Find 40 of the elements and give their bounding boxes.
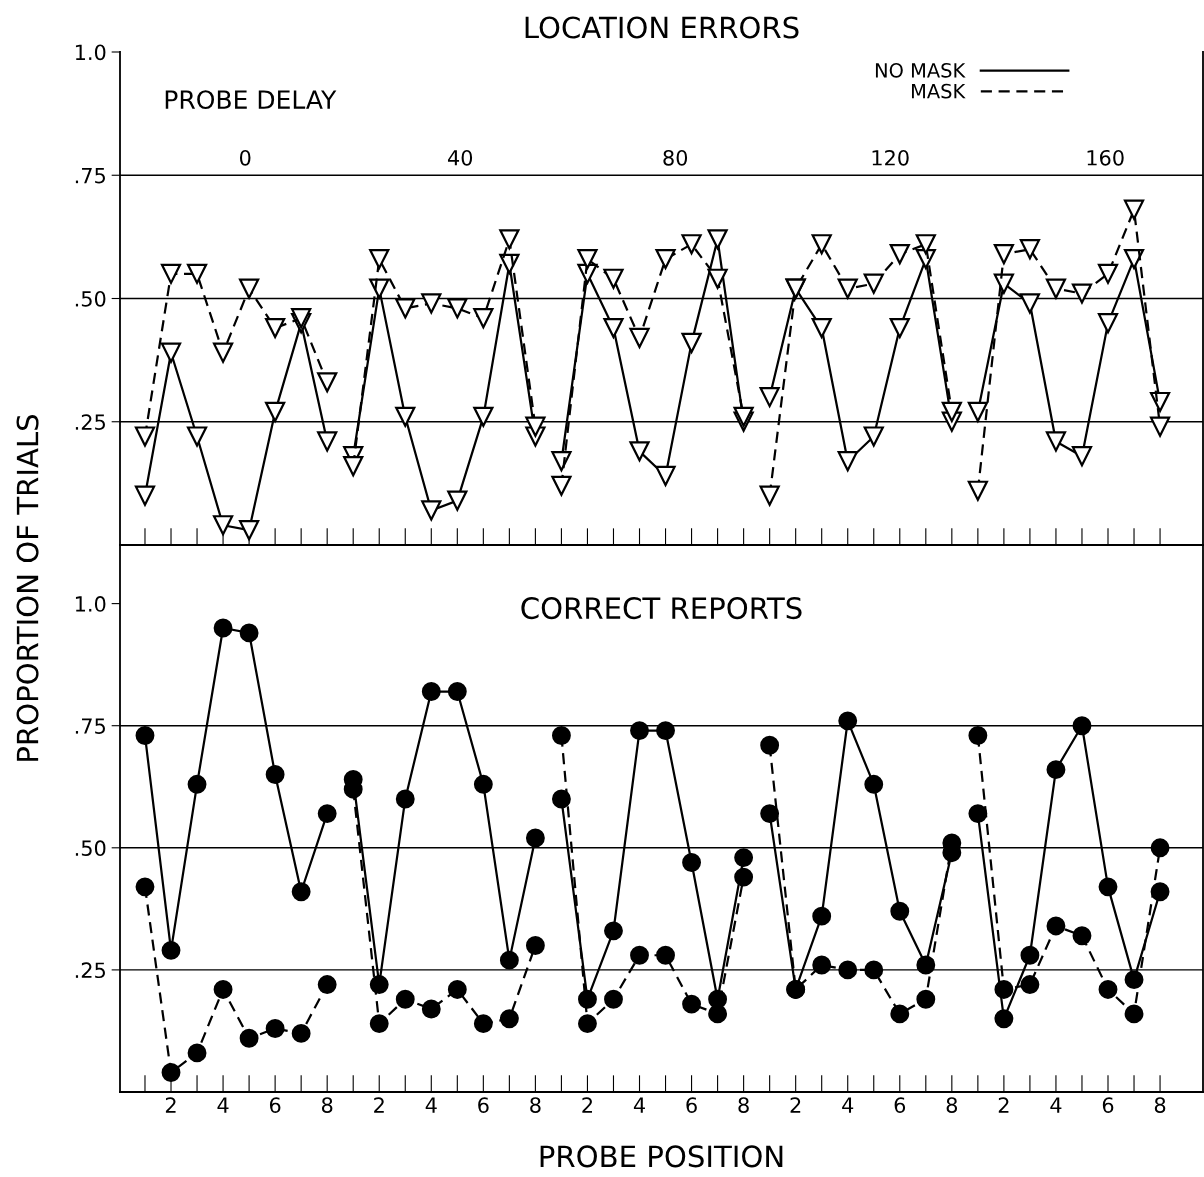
y-tick-label: 1.0	[75, 44, 106, 61]
x2-tick-label: 0	[239, 149, 251, 166]
x-tick-label: 6	[894, 1097, 906, 1113]
text: CORRECT REPORTS	[521, 597, 802, 620]
x2-tick-label: 160	[1087, 149, 1124, 166]
x-tick-label: 6	[1102, 1097, 1114, 1113]
x-tick-label: 4	[1050, 1097, 1062, 1113]
x-tick-label: 6	[269, 1097, 281, 1113]
x2-tick-label: 80	[663, 149, 688, 166]
legend-label: NO MASK	[875, 62, 966, 78]
x-tick-label: 8	[738, 1097, 749, 1113]
y-tick-label: .50	[75, 840, 106, 857]
y-tick-label: .75	[75, 167, 105, 184]
x2-axis-title: PROBE DELAY	[165, 90, 337, 110]
chart-title: LOCATION ERRORS	[525, 16, 799, 39]
y-tick-label: .75	[75, 718, 105, 734]
y-tick-label: .50	[75, 290, 106, 307]
x-tick-label: 6	[686, 1097, 697, 1113]
x-tick-label: 4	[842, 1097, 854, 1113]
x-tick-label: 4	[217, 1097, 229, 1113]
x2-tick-label: 120	[872, 149, 909, 166]
x-tick-label: 2	[790, 1097, 801, 1113]
x-tick-label: 6	[478, 1097, 489, 1113]
x-tick-label: 2	[582, 1097, 592, 1113]
x-tick-label: 2	[165, 1097, 176, 1113]
x-tick-label: 2	[374, 1097, 384, 1113]
x-tick-label: 8	[946, 1097, 958, 1113]
x-tick-label: 8	[1154, 1097, 1166, 1113]
x-tick-label: 4	[633, 1097, 645, 1113]
x-tick-label: 8	[321, 1097, 333, 1113]
x-tick-label: 8	[530, 1097, 541, 1113]
x2-tick-label: 40	[447, 149, 473, 166]
x-axis-title: PROBE POSITION	[540, 1145, 783, 1168]
y-tick-label: .25	[75, 414, 105, 430]
y-axis-title: PROPORTION OF TRIALS	[16, 414, 39, 761]
y-tick-label: 1.0	[75, 596, 106, 612]
legend-label: MASK	[911, 83, 966, 99]
y-tick-label: .25	[75, 962, 105, 979]
x-tick-label: 4	[425, 1097, 437, 1113]
x-tick-label: 2	[998, 1097, 1009, 1113]
